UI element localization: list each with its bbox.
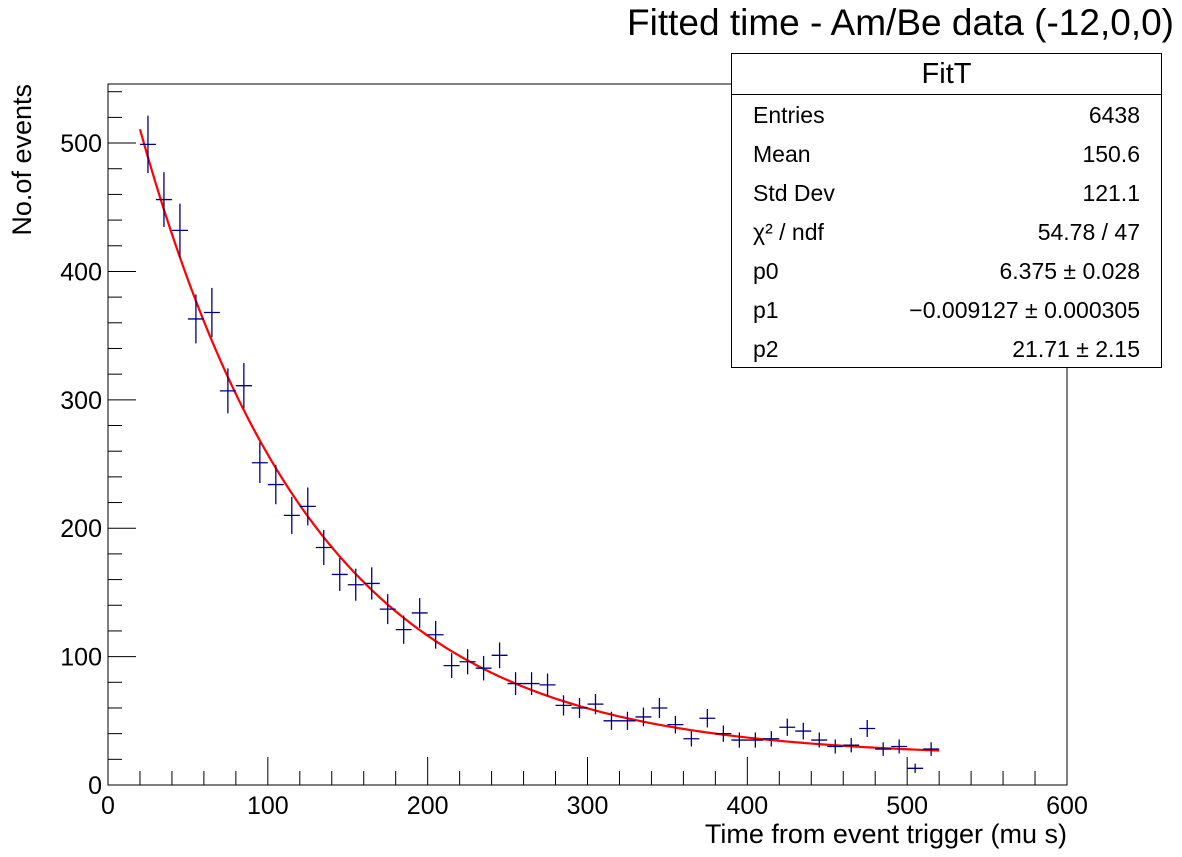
data-point <box>427 620 444 649</box>
data-point <box>843 738 860 753</box>
stats-row-p0: p0 6.375 ± 0.028 <box>732 250 1161 289</box>
stats-value: 6.375 ± 0.028 <box>999 258 1140 284</box>
stats-value: 6438 <box>1088 102 1140 128</box>
stats-label: χ² / ndf <box>753 219 824 245</box>
data-point <box>907 763 924 773</box>
data-point <box>555 695 572 716</box>
data-point <box>891 739 908 754</box>
data-point <box>171 203 188 258</box>
data-point <box>715 725 732 742</box>
data-point <box>379 594 396 625</box>
data-point <box>539 673 556 697</box>
data-point <box>859 719 876 738</box>
data-point <box>187 294 204 344</box>
data-point <box>875 742 892 756</box>
data-point <box>635 707 652 727</box>
data-point <box>315 530 332 565</box>
stats-row-entries: Entries 6438 <box>732 94 1161 133</box>
data-point <box>763 731 780 747</box>
data-point <box>747 732 764 748</box>
data-point <box>683 731 700 747</box>
data-point <box>571 698 588 718</box>
data-point <box>251 442 268 484</box>
stats-row-mean: Mean 150.6 <box>732 133 1161 172</box>
stats-box: FitT Entries 6438 Mean 150.6 Std Dev 121… <box>731 53 1162 368</box>
data-point <box>347 568 364 601</box>
data-point <box>155 172 172 227</box>
y-tick-label: 200 <box>60 515 102 543</box>
stats-row-p2: p2 21.71 ± 2.15 <box>732 328 1161 367</box>
data-point <box>667 715 684 734</box>
chart-title: Fitted time - Am/Be data (-12,0,0) <box>627 2 1174 43</box>
data-point <box>699 708 716 728</box>
data-point <box>395 615 412 644</box>
stats-box-title: FitT <box>732 54 1161 95</box>
stats-label: Entries <box>753 102 825 128</box>
x-tick-label: 500 <box>886 792 928 820</box>
data-point <box>299 487 316 526</box>
data-points <box>139 115 940 773</box>
data-point <box>459 649 476 675</box>
data-point <box>219 368 236 414</box>
stats-label: Mean <box>753 141 811 167</box>
data-point <box>811 732 828 748</box>
y-tick-label: 100 <box>60 644 102 672</box>
stats-row-p1: p1 −0.009127 ± 0.000305 <box>732 289 1161 328</box>
data-point <box>619 711 636 730</box>
y-tick-label: 300 <box>60 387 102 415</box>
data-point <box>363 567 380 600</box>
x-tick-label: 100 <box>247 792 289 820</box>
y-tick-labels: 0 100 200 300 400 500 <box>60 130 102 800</box>
stats-label: p2 <box>753 336 779 362</box>
x-tick-label: 0 <box>101 792 115 820</box>
y-tick-label: 500 <box>60 130 102 158</box>
x-tick-label: 400 <box>726 792 768 820</box>
stats-row-stddev: Std Dev 121.1 <box>732 172 1161 211</box>
data-point <box>475 655 492 681</box>
data-point <box>283 496 300 534</box>
data-point <box>411 598 428 628</box>
y-tick-label: 0 <box>88 772 102 800</box>
stats-label: p1 <box>753 297 779 323</box>
stats-value: 21.71 ± 2.15 <box>1012 336 1140 362</box>
data-point <box>795 722 812 740</box>
data-point <box>203 287 220 338</box>
data-point <box>491 642 508 669</box>
data-point <box>779 718 796 736</box>
data-point <box>523 672 540 695</box>
data-point <box>235 363 252 409</box>
data-point <box>331 558 348 591</box>
data-point <box>139 115 156 174</box>
x-tick-label: 200 <box>407 792 449 820</box>
x-tick-label: 300 <box>567 792 609 820</box>
y-axis-label: No.of events <box>7 84 37 236</box>
data-point <box>443 653 460 678</box>
y-tick-label: 400 <box>60 258 102 286</box>
x-tick-label: 600 <box>1046 792 1088 820</box>
data-point <box>507 672 524 695</box>
data-point <box>603 711 620 730</box>
data-point <box>651 698 668 718</box>
data-point <box>267 464 284 505</box>
stats-value: −0.009127 ± 0.000305 <box>909 297 1140 323</box>
stats-row-chi2: χ² / ndf 54.78 / 47 <box>732 211 1161 250</box>
stats-value: 121.1 <box>1082 180 1140 206</box>
data-point <box>731 732 748 748</box>
axis-ticks <box>107 91 1068 786</box>
data-point <box>827 739 844 754</box>
data-point <box>587 693 604 715</box>
stats-value: 54.78 / 47 <box>1037 219 1140 245</box>
fit-curve <box>138 128 940 752</box>
stats-label: Std Dev <box>753 180 835 206</box>
x-tick-labels: 0 100 200 300 400 500 600 <box>101 792 1088 820</box>
stats-value: 150.6 <box>1082 141 1140 167</box>
x-axis-label: Time from event trigger (mu s) <box>705 819 1067 849</box>
data-point <box>923 742 940 756</box>
stats-label: p0 <box>753 258 779 284</box>
